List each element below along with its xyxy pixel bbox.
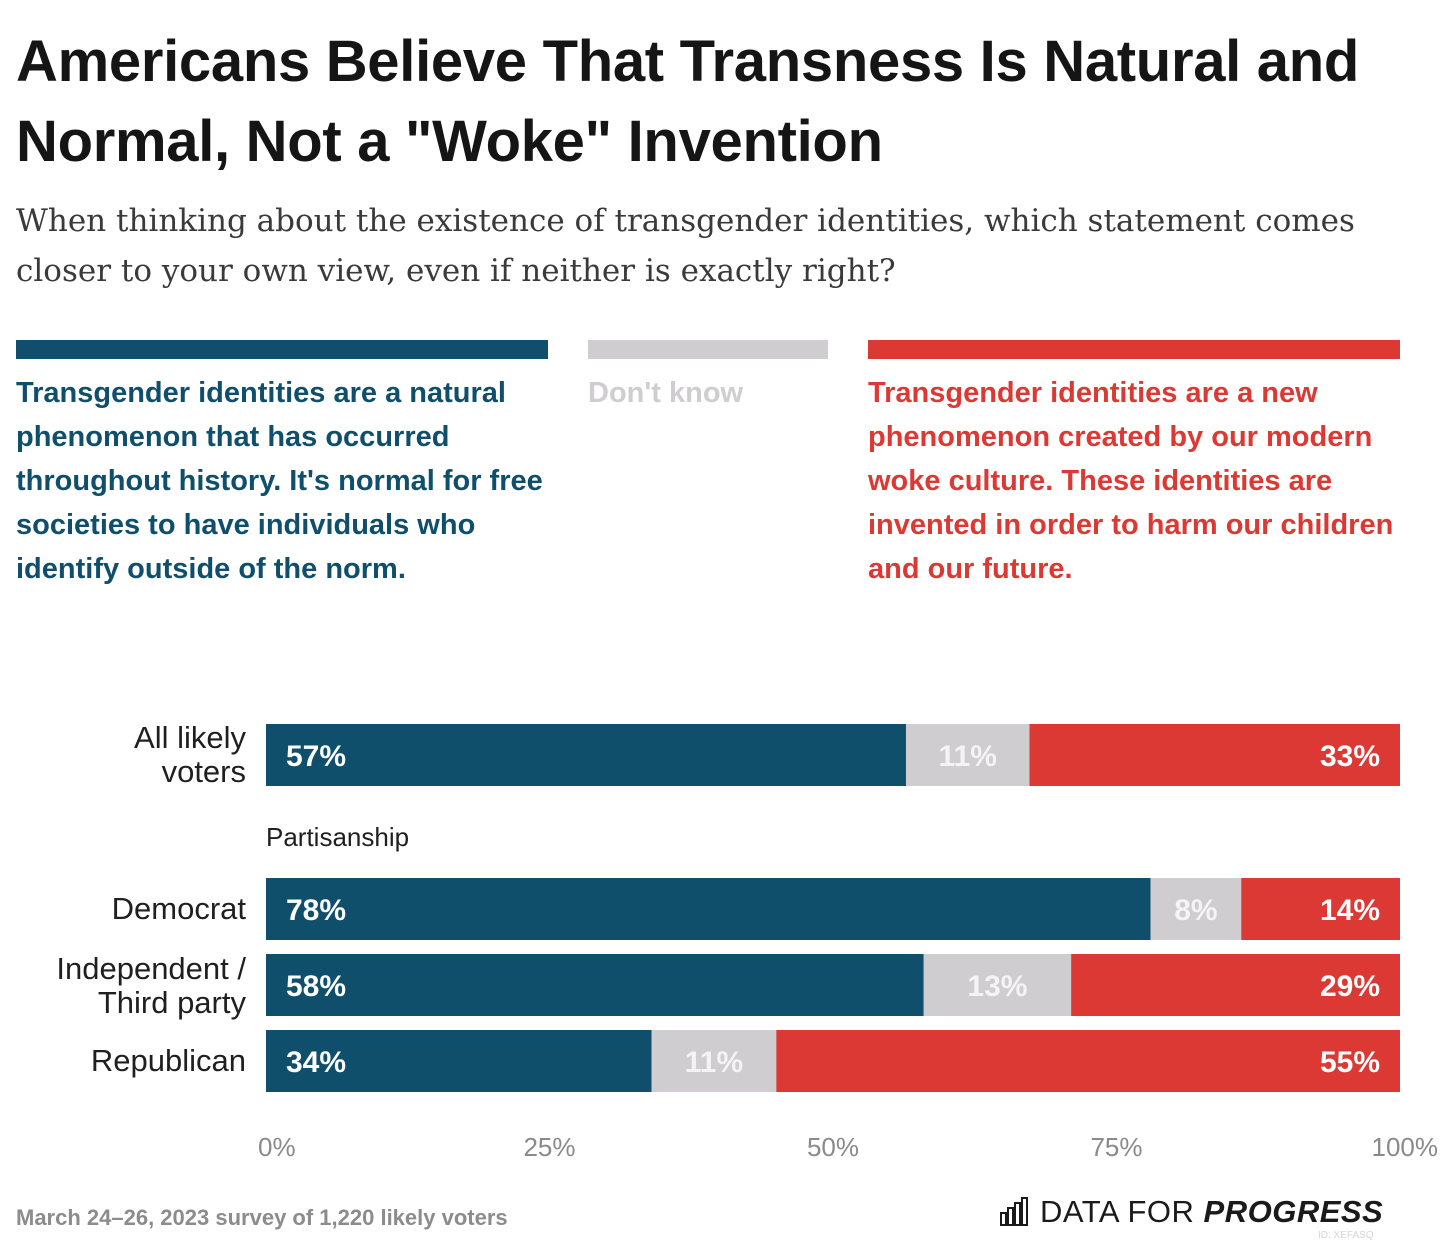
bar-segment-woke-invention xyxy=(1029,724,1400,786)
bar-segment-natural xyxy=(266,1030,652,1092)
legend-label-natural: Transgender identities are a natural phe… xyxy=(16,377,543,585)
bar-value-label: 57% xyxy=(286,740,346,773)
bar-value-label: 8% xyxy=(1174,894,1217,927)
bar-segment-natural xyxy=(266,878,1151,940)
legend-label-woke-invention: Transgender identities are a new phenome… xyxy=(868,377,1394,585)
brand-prefix: DATA FOR xyxy=(1040,1194,1204,1229)
legend-label-dont-know: Don't know xyxy=(588,377,744,409)
bar-value-label: 11% xyxy=(685,1046,743,1079)
brand-name: DATA FOR PROGRESS xyxy=(1040,1194,1383,1230)
bar-segment-dont-know xyxy=(905,724,1030,786)
bar-value-label: 55% xyxy=(1320,1046,1380,1079)
bar-segment-woke-invention xyxy=(1241,878,1400,940)
bar-segment-dont-know xyxy=(651,1030,777,1092)
bar-value-label: 33% xyxy=(1320,740,1380,773)
bar-segment-natural xyxy=(266,954,924,1016)
chart-subtitle: When thinking about the existence of tra… xyxy=(16,203,1355,289)
legend-swatch-natural xyxy=(16,340,548,359)
legend-item-dont-know: Don't know xyxy=(588,340,828,415)
bar-value-label: 58% xyxy=(286,970,346,1003)
row-label-line: Independent / xyxy=(56,951,246,986)
brand-logo: DATA FOR PROGRESS xyxy=(1000,1192,1383,1232)
bar-segment-dont-know xyxy=(923,954,1072,1016)
row-label-democrat: Democrat xyxy=(0,892,246,926)
x-tick-label: 25% xyxy=(523,1132,575,1162)
bar-value-label: 78% xyxy=(286,894,346,927)
bar-value-label: 29% xyxy=(1320,970,1380,1003)
row-label-line: Republican xyxy=(90,1043,246,1078)
row-label-republican: Republican xyxy=(0,1044,246,1078)
bar-segment-dont-know xyxy=(1150,878,1242,940)
row-label-independent: Independent / Third party xyxy=(0,952,246,1020)
legend-item-natural: Transgender identities are a natural phe… xyxy=(16,340,548,591)
group-label-partisanship: Partisanship xyxy=(266,822,410,852)
bar-value-label: 14% xyxy=(1320,894,1380,927)
x-tick-label: 50% xyxy=(807,1132,859,1162)
x-tick-label: 100% xyxy=(1372,1132,1439,1162)
bar-value-label: 11% xyxy=(939,740,997,773)
row-label-line: Democrat xyxy=(111,891,246,926)
survey-footnote: March 24–26, 2023 survey of 1,220 likely… xyxy=(16,1205,508,1230)
x-tick-label: 75% xyxy=(1090,1132,1142,1162)
legend-item-woke-invention: Transgender identities are a new phenome… xyxy=(868,340,1400,591)
bar-segment-woke-invention xyxy=(1071,954,1400,1016)
bar-chart-logo-icon xyxy=(1000,1197,1028,1226)
row-label-all-likely-voters: All likely voters xyxy=(0,721,246,789)
legend-swatch-woke-invention xyxy=(868,340,1400,359)
x-tick-label: 0% xyxy=(258,1132,296,1162)
brand-emphasis: PROGRESS xyxy=(1203,1194,1384,1229)
row-label-line: voters xyxy=(161,754,246,789)
row-label-line: All likely xyxy=(134,720,246,755)
chart-id: ID: XEFASQ xyxy=(1318,1230,1374,1241)
bar-segment-woke-invention xyxy=(776,1030,1400,1092)
bar-value-label: 34% xyxy=(286,1046,346,1079)
bar-value-label: 13% xyxy=(967,970,1027,1003)
bar-segment-natural xyxy=(266,724,906,786)
row-label-line: Third party xyxy=(97,985,246,1020)
chart-title: Americans Believe That Transness Is Natu… xyxy=(16,29,1360,174)
legend-swatch-dont-know xyxy=(588,340,828,359)
